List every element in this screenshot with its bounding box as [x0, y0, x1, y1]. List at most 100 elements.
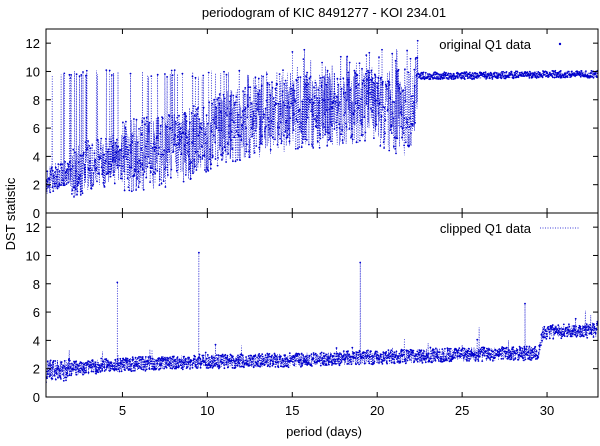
- data-point: [71, 189, 74, 192]
- data-point: [503, 71, 506, 74]
- data-point: [570, 335, 573, 338]
- data-point: [153, 150, 156, 152]
- data-point: [328, 363, 330, 366]
- data-point: [110, 140, 112, 143]
- data-point: [299, 76, 302, 78]
- data-point: [93, 365, 96, 368]
- data-point: [288, 140, 291, 143]
- x-axis-label: period (days): [286, 424, 362, 439]
- data-point: [522, 350, 525, 353]
- data-point: [102, 360, 105, 363]
- data-point: [366, 78, 368, 81]
- data-point: [223, 146, 226, 149]
- data-point: [87, 371, 90, 374]
- data-point: [218, 93, 221, 95]
- data-point: [357, 351, 360, 354]
- data-point: [243, 121, 245, 123]
- data-point: [284, 354, 287, 357]
- data-point: [129, 360, 132, 363]
- data-point: [115, 145, 118, 147]
- data-point: [408, 350, 411, 353]
- data-point: [181, 366, 184, 368]
- data-point: [287, 128, 290, 131]
- data-point: [65, 177, 67, 179]
- data-point: [565, 326, 568, 329]
- data-point: [130, 363, 133, 365]
- data-point: [92, 172, 95, 174]
- data-point: [163, 367, 166, 370]
- data-point: [168, 150, 171, 153]
- data-point: [444, 347, 446, 350]
- data-point: [322, 76, 324, 78]
- data-point: [201, 360, 204, 362]
- data-point: [49, 374, 52, 376]
- data-point: [306, 71, 309, 74]
- data-point: [236, 364, 239, 367]
- data-point: [558, 333, 561, 336]
- data-point: [137, 367, 140, 370]
- data-point: [179, 127, 182, 129]
- data-point: [216, 98, 219, 101]
- data-point: [254, 76, 257, 79]
- data-point: [298, 146, 301, 148]
- data-point: [226, 354, 229, 357]
- data-point: [286, 364, 289, 367]
- data-point: [180, 132, 183, 135]
- data-point: [269, 362, 272, 365]
- data-point: [541, 339, 543, 342]
- data-point: [438, 73, 441, 76]
- data-point: [188, 163, 191, 165]
- data-point: [279, 113, 282, 115]
- data-point: [235, 130, 238, 133]
- data-point: [484, 71, 487, 73]
- data-point: [361, 67, 363, 70]
- data-point: [350, 136, 352, 139]
- data-point: [94, 363, 97, 366]
- data-point: [198, 251, 200, 254]
- data-point: [85, 371, 87, 373]
- data-point: [395, 354, 397, 356]
- data-point: [575, 74, 578, 76]
- data-point: [336, 358, 339, 361]
- data-point: [194, 165, 197, 168]
- data-point: [218, 364, 221, 367]
- data-point: [218, 129, 220, 132]
- data-point: [113, 171, 115, 173]
- data-point: [578, 331, 580, 334]
- data-point: [216, 363, 219, 366]
- data-point: [378, 361, 380, 364]
- data-point: [407, 71, 410, 74]
- data-point: [71, 193, 73, 195]
- data-point: [52, 360, 55, 362]
- data-point: [154, 168, 157, 171]
- data-point: [202, 354, 205, 357]
- data-point: [138, 159, 141, 162]
- data-point: [528, 77, 531, 79]
- data-point: [101, 369, 103, 372]
- data-point: [325, 83, 328, 86]
- data-point: [548, 328, 550, 330]
- data-point: [125, 158, 128, 161]
- data-point: [469, 77, 472, 79]
- data-point: [258, 353, 261, 355]
- data-point: [445, 72, 447, 74]
- data-point: [589, 323, 591, 326]
- data-point: [175, 366, 178, 369]
- data-point: [107, 148, 110, 151]
- data-point: [477, 358, 479, 361]
- data-point: [525, 352, 528, 355]
- data-point: [442, 74, 445, 77]
- data-point: [48, 177, 50, 179]
- data-point: [217, 354, 220, 356]
- data-point: [302, 135, 305, 138]
- data-point: [202, 74, 205, 77]
- data-point: [256, 108, 259, 111]
- data-point: [238, 362, 241, 365]
- data-point: [235, 359, 238, 361]
- data-point: [173, 355, 175, 358]
- data-point: [213, 122, 216, 124]
- data-point: [304, 138, 306, 141]
- data-point: [242, 114, 245, 117]
- data-point: [337, 83, 340, 86]
